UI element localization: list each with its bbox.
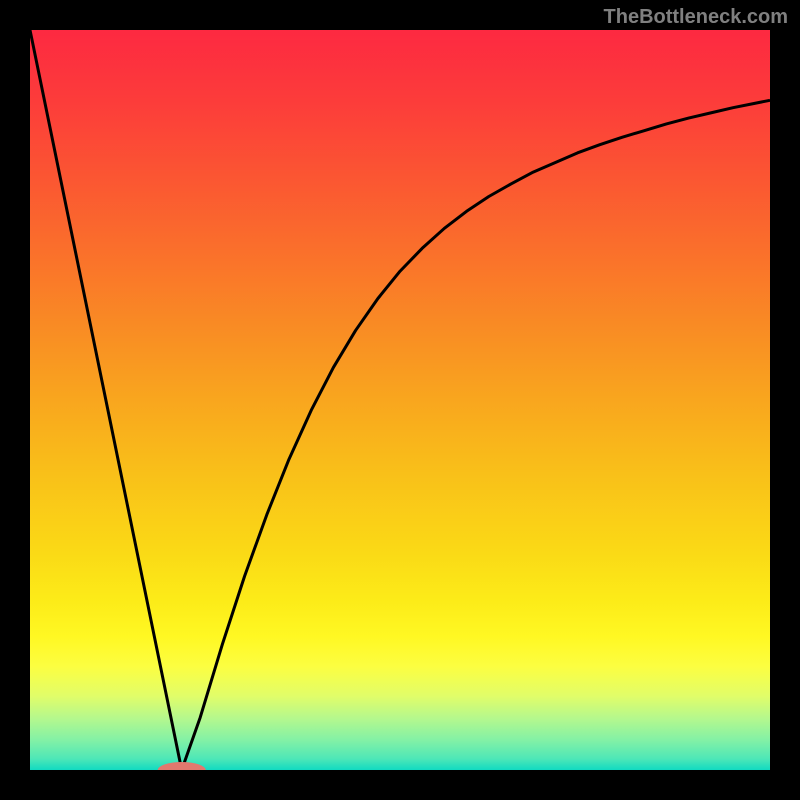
plot-background: [30, 30, 770, 770]
bottleneck-chart: [0, 0, 800, 800]
watermark-text: TheBottleneck.com: [604, 6, 788, 29]
chart-container: { "watermark": { "text": "TheBottleneck.…: [0, 0, 800, 800]
